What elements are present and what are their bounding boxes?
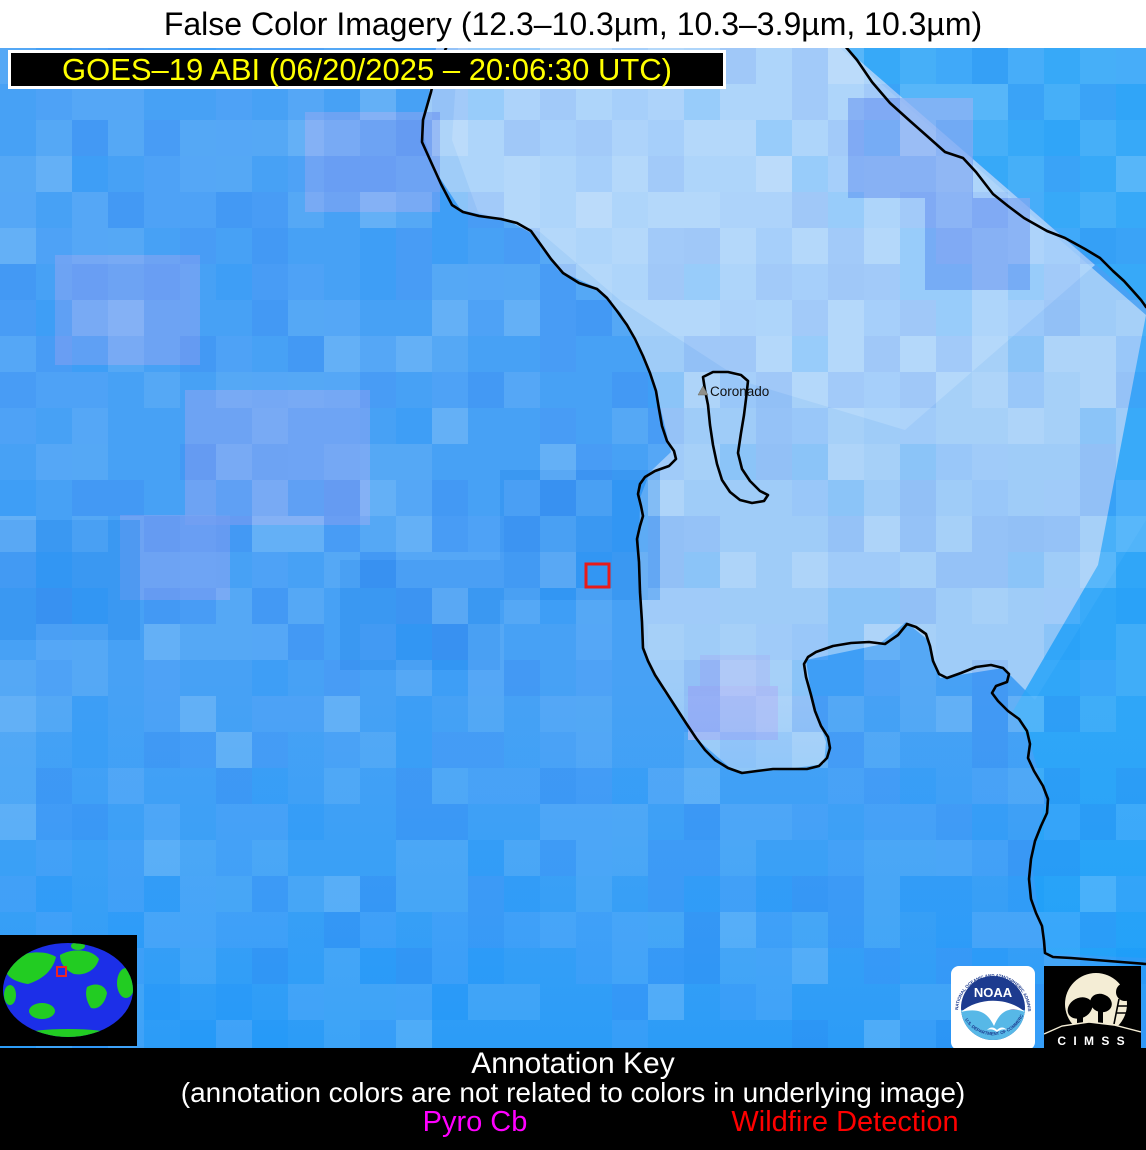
periwinkle-patches bbox=[55, 98, 1030, 600]
annotation-key-subtitle: (annotation colors are not related to co… bbox=[180, 1077, 966, 1108]
wildfire-detection-marker bbox=[584, 562, 611, 589]
noaa-label: NOAA bbox=[974, 985, 1013, 1000]
noaa-logo: NOAA NATIONAL OCEANIC AND ATMOSPHERIC AD… bbox=[949, 962, 1035, 1050]
page-title: False Color Imagery (12.3–10.3µm, 10.3–3… bbox=[0, 0, 1146, 48]
satellite-image: Coronado bbox=[0, 48, 1146, 1048]
coastline-path bbox=[420, 48, 1146, 966]
satellite-banner-text: GOES–19 ABI (06/20/2025 – 20:06:30 UTC) bbox=[61, 51, 673, 87]
inset-location-marker bbox=[56, 966, 67, 977]
cimss-label: C I M S S bbox=[1057, 1034, 1126, 1048]
coronado-label: Coronado bbox=[710, 384, 769, 399]
world-map-inset bbox=[0, 935, 137, 1046]
annotation-key: Annotation Key (annotation colors are no… bbox=[0, 1048, 1146, 1150]
legend-item-wildfire: Wildfire Detection bbox=[731, 1106, 959, 1138]
cimss-logo: C I M S S bbox=[1043, 966, 1142, 1050]
satellite-banner: GOES–19 ABI (06/20/2025 – 20:06:30 UTC) bbox=[8, 50, 726, 89]
coronado-outline bbox=[701, 370, 770, 505]
satellite-image-canvas: Coronado bbox=[0, 48, 1146, 1048]
coronado-triangle-icon bbox=[697, 385, 709, 396]
annotation-key-title: Annotation Key bbox=[471, 1047, 675, 1080]
inset-globe bbox=[0, 935, 137, 1046]
cimss-silhouettes bbox=[1044, 983, 1141, 1050]
deep-blue-patches bbox=[0, 470, 660, 670]
place-label-group: Coronado bbox=[697, 384, 769, 399]
coastline-ne-path bbox=[845, 48, 1146, 309]
legend-item-pyrocb: Pyro Cb bbox=[422, 1106, 528, 1138]
